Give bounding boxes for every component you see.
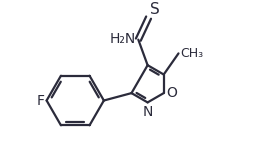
Text: F: F bbox=[37, 93, 45, 107]
Text: H₂N: H₂N bbox=[109, 32, 135, 46]
Text: S: S bbox=[149, 2, 159, 17]
Text: N: N bbox=[142, 105, 153, 119]
Text: O: O bbox=[166, 86, 177, 100]
Text: CH₃: CH₃ bbox=[180, 47, 203, 60]
